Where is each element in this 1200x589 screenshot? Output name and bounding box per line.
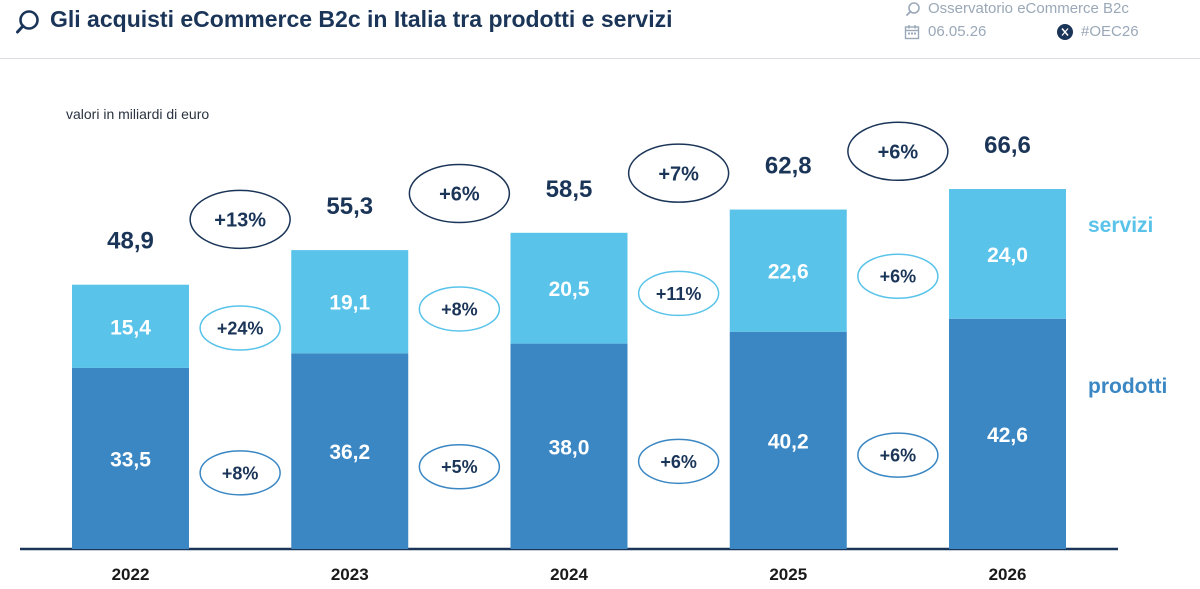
- x-tick-label-2022: 2022: [112, 565, 150, 584]
- total-label-2025: 62,8: [765, 153, 812, 180]
- growth-total-2-ellipse: [408, 163, 511, 224]
- growth-total-1-ellipse: [189, 189, 291, 250]
- growth-prodotti-4-ellipse: [857, 432, 939, 478]
- growth-servizi-2-ellipse: [418, 286, 501, 332]
- growth-servizi-4-label: +6%: [880, 267, 917, 287]
- search-icon: [906, 2, 920, 16]
- data-label-servizi-2024: 20,5: [549, 278, 590, 301]
- growth-servizi-1-label: +24%: [217, 318, 264, 338]
- growth-prodotti-1-label: +8%: [222, 463, 259, 483]
- growth-prodotti-2-label: +5%: [441, 457, 478, 477]
- total-label-2026: 66,6: [984, 132, 1031, 159]
- date-label: 06.05.26: [928, 23, 987, 40]
- data-label-prodotti-2024: 38,0: [549, 436, 590, 459]
- growth-servizi-1-ellipse: [199, 305, 281, 351]
- data-label-servizi-2023: 19,1: [329, 292, 370, 315]
- header: Gli acquisti eCommerce B2c in Italia tra…: [0, 0, 1200, 59]
- data-label-servizi-2026: 24,0: [987, 244, 1028, 267]
- growth-total-3-label: +7%: [658, 163, 699, 185]
- search-icon: [16, 10, 39, 34]
- growth-servizi-3-ellipse: [637, 270, 720, 317]
- source-label: Osservatorio eCommerce B2c: [928, 0, 1129, 17]
- data-label-prodotti-2022: 33,5: [110, 448, 151, 471]
- growth-total-4-ellipse: [847, 121, 949, 182]
- growth-total-4-label: +6%: [878, 141, 919, 163]
- growth-servizi-2-label: +8%: [441, 299, 478, 319]
- bar-prodotti-2026: [949, 318, 1066, 549]
- page-title: Gli acquisti eCommerce B2c in Italia tra…: [50, 6, 673, 32]
- chart-subtitle: valori in miliardi di euro: [66, 106, 210, 122]
- growth-total-2-label: +6%: [439, 184, 480, 206]
- bar-prodotti-2023: [291, 353, 409, 549]
- data-label-prodotti-2026: 42,6: [987, 424, 1028, 447]
- growth-total-1-label: +13%: [214, 210, 266, 232]
- data-label-prodotti-2025: 40,2: [768, 430, 809, 453]
- bar-servizi-2024: [510, 232, 628, 344]
- growth-prodotti-2-ellipse: [418, 443, 501, 490]
- legend-prodotti: prodotti: [1088, 375, 1168, 398]
- bar-servizi-2025: [729, 209, 847, 332]
- legend-servizi: servizi: [1088, 214, 1154, 237]
- bar-servizi-2023: [291, 250, 409, 354]
- bar-servizi-2026: [949, 189, 1066, 319]
- total-label-2023: 55,3: [326, 193, 373, 220]
- x-tick-label-2024: 2024: [550, 565, 588, 584]
- x-tick-label-2023: 2023: [331, 565, 369, 584]
- total-label-2024: 58,5: [546, 176, 593, 203]
- hashtag-label: #OEC26: [1081, 23, 1139, 40]
- bar-prodotti-2022: [72, 367, 189, 549]
- growth-servizi-4-ellipse: [857, 253, 939, 300]
- x-tick-label-2025: 2025: [769, 565, 807, 584]
- bar-prodotti-2024: [510, 343, 628, 549]
- bar-prodotti-2025: [729, 331, 847, 549]
- x-tick-label-2026: 2026: [989, 565, 1027, 584]
- growth-prodotti-1-ellipse: [199, 450, 281, 496]
- data-label-servizi-2025: 22,6: [768, 261, 809, 284]
- bar-servizi-2022: [72, 284, 189, 368]
- growth-prodotti-4-label: +6%: [880, 446, 917, 466]
- data-label-prodotti-2023: 36,2: [329, 441, 370, 464]
- total-label-2022: 48,9: [107, 228, 154, 255]
- growth-prodotti-3-ellipse: [637, 438, 720, 485]
- calendar-icon: [904, 25, 920, 40]
- growth-total-3-ellipse: [627, 143, 730, 203]
- x-logo-icon: [1057, 24, 1073, 40]
- growth-servizi-3-label: +11%: [656, 284, 702, 304]
- data-label-servizi-2022: 15,4: [110, 316, 151, 339]
- growth-prodotti-3-label: +6%: [660, 452, 697, 472]
